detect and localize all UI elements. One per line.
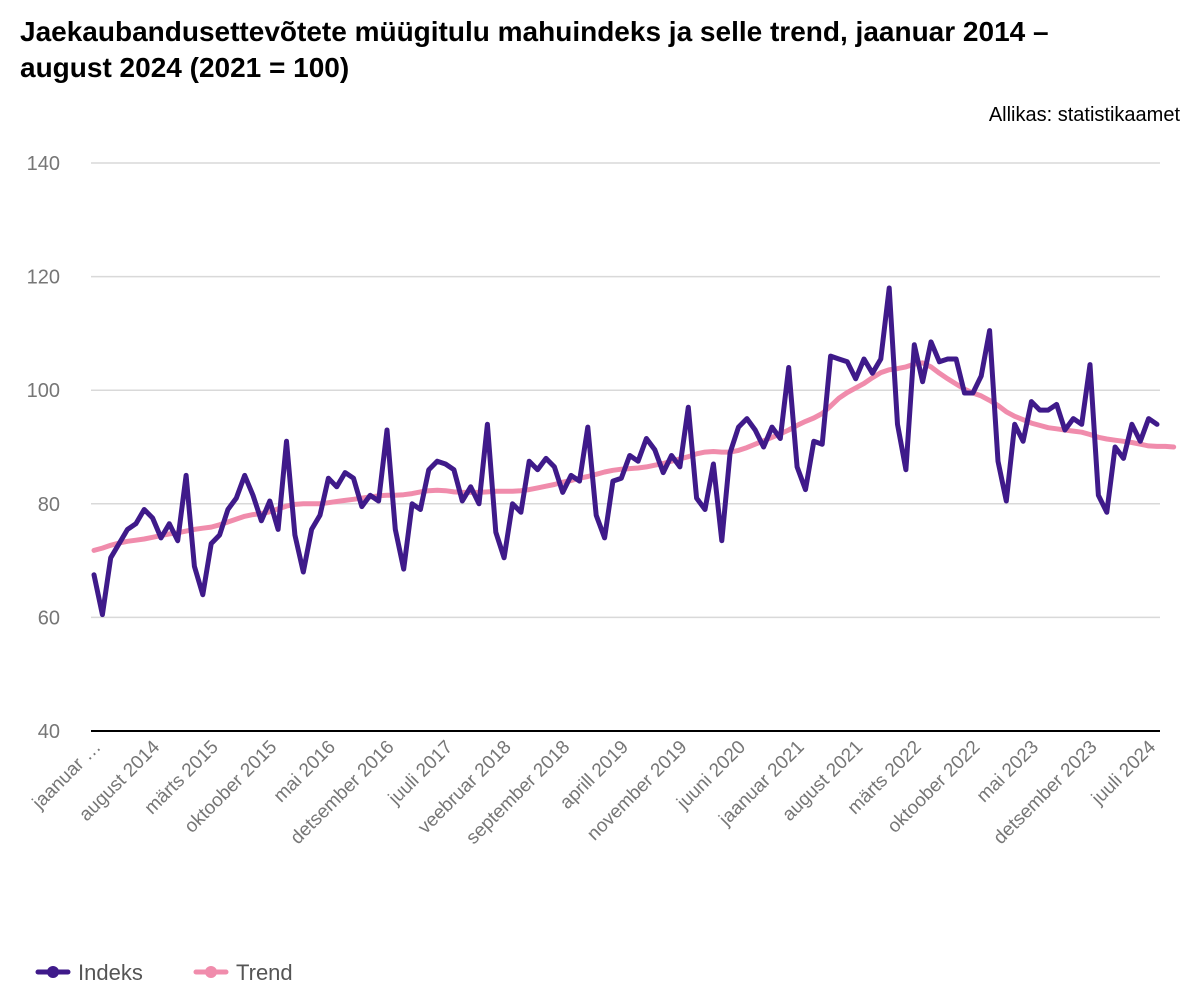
- y-tick-label: 80: [38, 494, 60, 516]
- legend[interactable]: Indeks Trend: [35, 960, 293, 985]
- y-tick-label: 40: [38, 721, 60, 743]
- y-tick-label: 60: [38, 607, 60, 629]
- x-tick-label: september 2018: [462, 737, 574, 849]
- source-note: Allikas: statistikaamet: [988, 104, 1180, 126]
- gridlines: [91, 162, 1160, 732]
- legend-item-indeks[interactable]: Indeks: [35, 960, 143, 985]
- series-line-indeks: [91, 285, 1160, 618]
- y-tick-label: 120: [27, 267, 60, 289]
- x-tick-label: detsember 2016: [287, 737, 399, 849]
- legend-marker: [47, 966, 59, 978]
- y-axis: 40 60 80 100 120 140: [27, 153, 60, 743]
- chart-title: Jaekaubandusettevõtete müügitulu mahuind…: [20, 16, 1049, 83]
- y-tick-label: 100: [27, 380, 60, 402]
- legend-marker: [205, 966, 217, 978]
- x-tick-label: juuli 2024: [1087, 736, 1160, 809]
- x-tick-label: detsember 2023: [990, 737, 1102, 849]
- x-tick-label: november 2019: [583, 737, 691, 845]
- series-lines: [91, 285, 1177, 618]
- legend-item-trend[interactable]: Trend: [193, 960, 293, 985]
- y-tick-label: 140: [27, 153, 60, 175]
- legend-label: Trend: [236, 960, 293, 985]
- legend-label: Indeks: [78, 960, 143, 985]
